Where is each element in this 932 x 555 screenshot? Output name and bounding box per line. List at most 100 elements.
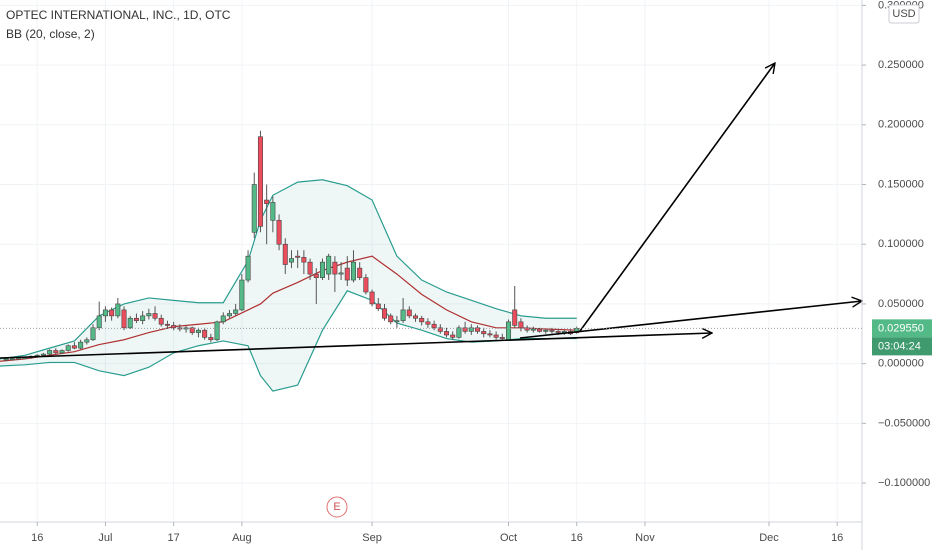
x-tick-label: Jul [98, 532, 112, 544]
candle-body [239, 279, 245, 311]
candle-body [251, 184, 257, 233]
bb-middle [0, 255, 577, 362]
candle-body [208, 337, 214, 341]
x-tick-label: Sep [362, 532, 382, 544]
candle-body [301, 257, 307, 263]
last-price-box [872, 319, 932, 338]
candle-body [3, 358, 9, 361]
candle-body [506, 321, 512, 341]
candle-body [350, 261, 356, 281]
candle-body [400, 309, 406, 321]
candle-body [53, 350, 59, 354]
x-tick-label: Oct [500, 532, 517, 544]
candle-body [549, 329, 555, 332]
chart-title: OPTEC INTERNATIONAL, INC., 1D, OTC [6, 8, 231, 22]
grid [0, 0, 862, 522]
y-tick-label: −0.050000 [878, 417, 930, 429]
candle-body [171, 325, 177, 329]
candle-body [431, 323, 437, 329]
candle-body [189, 327, 195, 333]
candle-body [499, 337, 505, 339]
candle-body [65, 345, 71, 351]
candle-body [127, 317, 133, 329]
candle-body [96, 315, 102, 329]
candle-body [146, 313, 152, 317]
candle-body [332, 261, 338, 275]
candle-body [518, 321, 524, 329]
candle-body [226, 313, 232, 317]
candle-body [450, 334, 456, 338]
candle-body [9, 358, 15, 361]
candle-body [555, 331, 561, 333]
candle-body [543, 329, 549, 332]
candle-body [487, 333, 493, 336]
candle-body [357, 267, 363, 278]
candle-body [40, 353, 46, 356]
earnings-label[interactable]: E [333, 501, 340, 513]
candle-body [202, 329, 208, 338]
candle-body [214, 321, 220, 341]
y-tick-label: 0.250000 [878, 59, 924, 71]
candle-body [481, 331, 487, 335]
candle-body [220, 315, 226, 323]
candle-body [102, 309, 108, 317]
candle-body [437, 327, 443, 332]
candle-body [419, 317, 425, 323]
candle-body [47, 350, 53, 355]
candle-body [537, 328, 543, 332]
candle-body [282, 243, 288, 265]
candle-body [270, 202, 276, 221]
candle-body [493, 334, 499, 338]
candle-body [412, 315, 418, 319]
candle-body [406, 309, 412, 317]
candle-body [444, 331, 450, 336]
currency[interactable]: USD [892, 8, 915, 20]
candle-body [288, 258, 294, 263]
y-tick-label: 0.050000 [878, 298, 924, 310]
candle-body [177, 327, 183, 330]
candle-body [319, 261, 325, 278]
candle-body [381, 308, 387, 319]
x-tick-label: 17 [168, 532, 180, 544]
trend-line [519, 301, 862, 339]
candle-body [121, 309, 127, 329]
candle-body [90, 327, 96, 341]
candle-body [257, 136, 263, 227]
candle-body [140, 315, 146, 321]
trend-lines [0, 63, 862, 359]
candle-body [109, 309, 115, 317]
candle-body [164, 323, 170, 326]
candle-body [363, 277, 369, 293]
countdown-label: 03:04:24 [878, 340, 921, 352]
candle-body [512, 309, 518, 326]
countdown-box [872, 337, 932, 356]
candle-body [295, 255, 301, 258]
candle-body [71, 345, 77, 349]
y-tick-label: −0.100000 [878, 477, 930, 489]
candle-body [78, 341, 84, 349]
candle-body [456, 327, 462, 338]
candle-body [344, 267, 350, 281]
candle-body [233, 309, 239, 314]
candle-body [84, 339, 90, 343]
candle-body [338, 272, 344, 275]
x-tick-label: Dec [759, 532, 779, 544]
earnings-marker[interactable] [326, 496, 348, 518]
candle-body [388, 315, 394, 323]
candle-body [195, 329, 201, 333]
y-tick-label: 0.100000 [878, 238, 924, 250]
candle-body [245, 255, 251, 281]
indicator-label: BB (20, close, 2) [6, 27, 95, 41]
currency-box[interactable] [888, 4, 920, 24]
x-tick-label: 16 [571, 532, 583, 544]
candles [3, 130, 580, 362]
candle-body [158, 317, 164, 325]
candle-body [468, 327, 474, 332]
bollinger-bands [0, 179, 577, 392]
last-price-label: 0.029550 [878, 322, 924, 334]
candle-body [313, 273, 319, 278]
candle-body [115, 303, 121, 317]
